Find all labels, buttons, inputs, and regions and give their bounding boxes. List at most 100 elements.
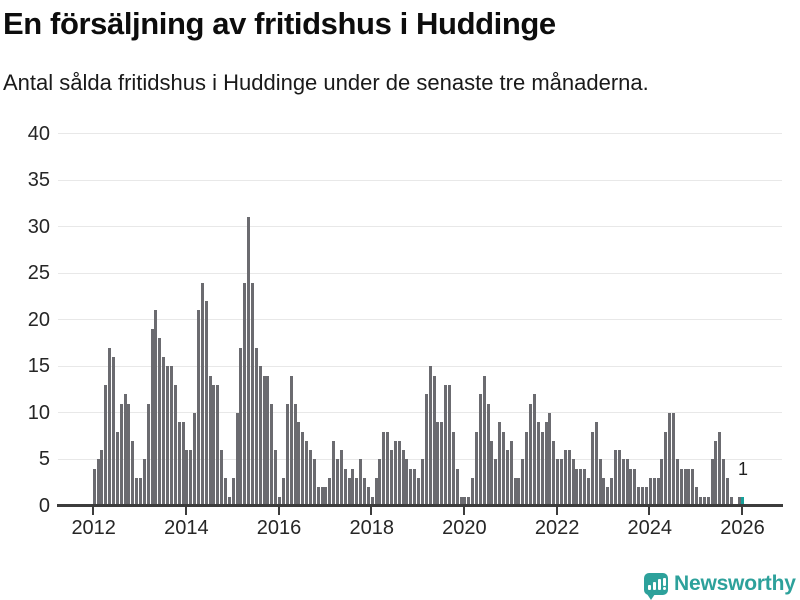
x-axis-tick (277, 507, 280, 515)
bar (559, 459, 563, 506)
y-axis-tick-label: 35 (27, 169, 50, 192)
bar (320, 487, 324, 506)
bar (478, 394, 482, 506)
bar (679, 468, 683, 506)
bar (278, 496, 282, 506)
bar (339, 450, 343, 506)
bar (671, 412, 675, 506)
bar (683, 468, 687, 506)
bar (718, 431, 722, 506)
bar (656, 478, 660, 506)
newsworthy-logo-icon (644, 572, 668, 600)
bar (737, 496, 741, 506)
bar (216, 384, 220, 506)
bar (532, 394, 536, 506)
x-axis-tick-label: 2026 (720, 517, 765, 539)
bar (432, 375, 436, 506)
bar (594, 422, 598, 506)
x-axis-tick (740, 507, 743, 515)
bar (444, 384, 448, 506)
bar (695, 487, 699, 506)
bar (239, 347, 243, 506)
bar (316, 487, 320, 506)
bar (401, 450, 405, 506)
bar (652, 478, 656, 506)
bar (633, 468, 637, 506)
y-axis-tick-label: 40 (27, 122, 50, 145)
bar (220, 450, 224, 506)
bar (579, 468, 583, 506)
bar (177, 422, 181, 506)
bar (482, 375, 486, 506)
bar (552, 440, 556, 506)
bar (521, 459, 525, 506)
bar (162, 357, 166, 506)
bar (223, 478, 227, 506)
bar (675, 459, 679, 506)
bar (455, 468, 459, 506)
bar (714, 440, 718, 506)
bar (96, 459, 100, 506)
bar-highlighted (741, 496, 745, 506)
bar (308, 450, 312, 506)
bar (447, 384, 451, 506)
logo-exclamation-icon (663, 586, 666, 590)
bar (251, 282, 255, 506)
chart-title: En försäljning av fritidshus i Huddinge (3, 6, 556, 41)
bar (196, 310, 200, 506)
bar (729, 496, 733, 506)
y-axis-tick-label: 30 (27, 215, 50, 238)
bar (185, 450, 189, 506)
x-axis-tick-label: 2018 (349, 517, 394, 539)
bar (567, 450, 571, 506)
bar (104, 384, 108, 506)
bar (563, 450, 567, 506)
bar (189, 450, 193, 506)
bar (324, 487, 328, 506)
bar (274, 450, 278, 506)
bar (409, 468, 413, 506)
gridline (58, 412, 782, 414)
bar (370, 496, 374, 506)
bar (517, 478, 521, 506)
y-axis-tick-label: 10 (27, 401, 50, 424)
bar (204, 301, 208, 506)
bar (405, 459, 409, 506)
logo-bubble-tail (647, 593, 655, 600)
y-axis-tick-label: 15 (27, 355, 50, 378)
bar (262, 375, 266, 506)
bar (301, 431, 305, 506)
bar (498, 422, 502, 506)
x-axis-tick (555, 507, 558, 515)
newsworthy-logo: Newsworthy (644, 570, 796, 600)
bar (351, 468, 355, 506)
bar (428, 366, 432, 506)
bar (328, 478, 332, 506)
bar (131, 440, 135, 506)
bar (420, 459, 424, 506)
gridline (58, 226, 782, 228)
bar (436, 422, 440, 506)
bar (312, 459, 316, 506)
bar (540, 431, 544, 506)
bar (227, 496, 231, 506)
bar (664, 431, 668, 506)
bar (513, 478, 517, 506)
bar (617, 450, 621, 506)
bar (486, 403, 490, 506)
bar (463, 496, 467, 506)
y-axis-tick-label: 25 (27, 262, 50, 285)
bar (726, 478, 730, 506)
bar (467, 496, 471, 506)
bar (390, 450, 394, 506)
bar (359, 459, 363, 506)
bar (475, 431, 478, 506)
bar (614, 450, 618, 506)
x-axis-tick-label: 2014 (164, 517, 209, 539)
gridline (58, 272, 782, 274)
bar (641, 487, 645, 506)
bar (722, 459, 726, 506)
bar (378, 459, 382, 506)
bar (166, 366, 170, 506)
